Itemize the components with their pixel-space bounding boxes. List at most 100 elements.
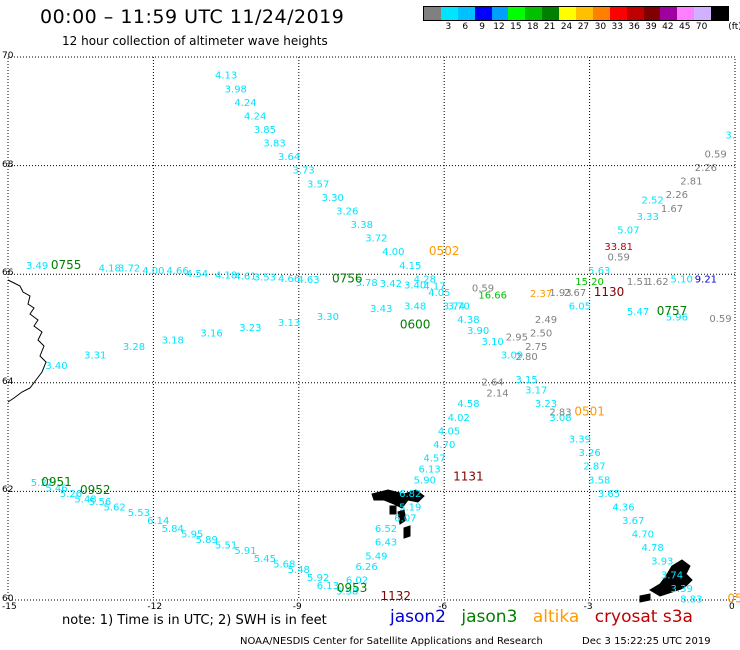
- wave-height-label: 15.20: [575, 277, 604, 288]
- wave-height-label: 8.83: [680, 595, 702, 606]
- wave-height-label: 5.51: [215, 540, 237, 551]
- color-swatch: [508, 7, 526, 20]
- color-scale-label: 12: [493, 22, 505, 32]
- wave-height-label: 4.78: [641, 543, 663, 554]
- color-swatch: [592, 7, 610, 20]
- wave-height-label: 4.70: [632, 530, 654, 541]
- wave-height-label: 3.74: [443, 301, 465, 312]
- color-scale-label: 15: [510, 22, 522, 32]
- wave-height-label: 3.39: [671, 584, 693, 595]
- wave-height-label: 3.83: [263, 139, 285, 150]
- wave-height-label: 4.57: [423, 454, 445, 465]
- wave-height-label: 2.14: [486, 388, 508, 399]
- color-scale-unit: (ft): [728, 22, 740, 32]
- wave-height-label: 5.46: [45, 483, 67, 494]
- lon-tick-label: -3: [583, 602, 593, 612]
- lat-tick-label: 70: [2, 51, 14, 61]
- wave-height-label: 3.43: [370, 304, 392, 315]
- wave-height-label: 2.95: [506, 332, 528, 343]
- wave-height-label: 3.26: [336, 206, 358, 217]
- credit-line: NOAA/NESDIS Center for Satellite Applica…: [240, 636, 543, 647]
- wave-height-label: 1.93: [549, 288, 571, 299]
- wave-height-label: 6.26: [356, 562, 378, 573]
- color-swatch: [626, 7, 644, 20]
- lon-tick-label: -9: [292, 602, 302, 612]
- color-swatch: [559, 7, 577, 20]
- wave-height-label: 2.52: [641, 196, 663, 207]
- wave-height-label: 3.18: [162, 336, 184, 347]
- wave-height-label: 5.10: [671, 274, 693, 285]
- wave-height-label: 3.74: [661, 570, 683, 581]
- wave-height-label: 3.85: [254, 125, 276, 136]
- pass-id-label: 0756: [332, 271, 363, 285]
- wave-height-label: 6.52: [375, 524, 397, 535]
- color-scale-label: 30: [594, 22, 607, 32]
- color-scale-label: 18: [527, 22, 539, 32]
- wave-height-label: 3.72: [118, 263, 140, 274]
- wave-height-label: 5.95: [181, 530, 203, 541]
- wave-height-label: 2.49: [535, 315, 557, 326]
- wave-height-label: 1.67: [661, 204, 683, 215]
- wave-height-label: 2.83: [549, 407, 571, 418]
- wave-height-label: 4.63: [297, 275, 319, 286]
- wave-height-label: 3.17: [525, 386, 547, 397]
- color-scale-label: 33: [611, 22, 623, 32]
- wave-height-label: 3.13: [278, 318, 300, 329]
- pass-id-label: 0951: [41, 475, 72, 489]
- wave-height-label: 2.75: [525, 342, 547, 353]
- pass-id-label: 0501: [574, 404, 605, 418]
- wave-height-label: 4.70: [433, 440, 455, 451]
- legend-jason2: jason2: [390, 607, 446, 627]
- color-swatch: [491, 7, 509, 20]
- wave-height-label: 5.45: [254, 554, 276, 565]
- wave-height-label: 3.64: [278, 152, 300, 163]
- wave-height-label: 3.90: [467, 326, 489, 337]
- wave-height-label: 3.65: [598, 489, 620, 500]
- color-swatch: [694, 7, 712, 20]
- land-outlines: [7, 279, 693, 603]
- wave-height-label: 3.57: [307, 179, 329, 190]
- wave-height-label: 5.48: [288, 565, 310, 576]
- color-swatch: [677, 7, 695, 20]
- wave-height-label: 2.37: [530, 289, 552, 300]
- wave-height-label: 5.19: [399, 502, 421, 513]
- wave-height-label: 4.66: [278, 274, 300, 285]
- wave-height-label: 3.98: [225, 84, 247, 95]
- wave-height-label: 3.39: [569, 435, 591, 446]
- wave-height-label: 3.23: [535, 399, 557, 410]
- wave-height-label: 3.16: [200, 329, 222, 340]
- wave-height-label: 4.38: [457, 315, 479, 326]
- map-grid: [7, 56, 736, 601]
- wave-height-label: 3.40: [45, 361, 67, 372]
- wave-height-label: 4.15: [399, 261, 421, 272]
- wave-height-label: 5.84: [162, 524, 184, 535]
- lon-tick-label: 0: [729, 602, 735, 612]
- lat-tick-label: 66: [2, 268, 14, 279]
- pass-id-label: 0953: [337, 581, 368, 595]
- wave-height-label: 0.59: [704, 149, 726, 160]
- wave-height-label: 2.67: [564, 288, 586, 299]
- wave-height-label: 4.00: [382, 247, 404, 258]
- wave-height-label: 4.18: [99, 263, 121, 274]
- shetland-islands: [639, 559, 693, 603]
- wave-height-label: 3.26: [578, 448, 600, 459]
- wave-height-label: 5.26: [60, 489, 82, 500]
- wave-height-label: 4.36: [612, 502, 634, 513]
- wave-height-label: 6.05: [569, 301, 591, 312]
- wave-height-label: 5.49: [365, 551, 387, 562]
- color-scale-label: 27: [577, 22, 590, 32]
- wave-height-label: 4.28: [414, 274, 436, 285]
- color-scale-label: 21: [543, 22, 556, 32]
- wave-height-label: 6.13: [317, 581, 339, 592]
- wave-height-label: 5.07: [617, 225, 639, 236]
- wave-height-label: 2.64: [482, 378, 504, 389]
- wave-height-label: 4.05: [428, 288, 450, 299]
- wave-height-label: 3.72: [365, 234, 387, 245]
- wave-height-label: 3.67: [622, 516, 644, 527]
- color-swatch: [609, 7, 627, 20]
- wave-height-label: 4.61: [234, 272, 256, 283]
- color-swatch: [457, 7, 475, 20]
- wave-height-label: 3.40: [404, 280, 426, 291]
- wave-height-label: 2.81: [680, 177, 702, 188]
- color-scale-label: 42: [662, 22, 674, 32]
